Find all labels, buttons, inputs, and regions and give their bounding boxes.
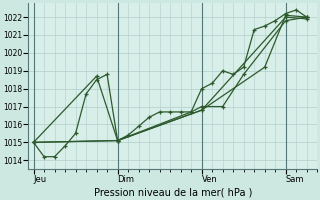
X-axis label: Pression niveau de la mer( hPa ): Pression niveau de la mer( hPa ) — [93, 187, 252, 197]
